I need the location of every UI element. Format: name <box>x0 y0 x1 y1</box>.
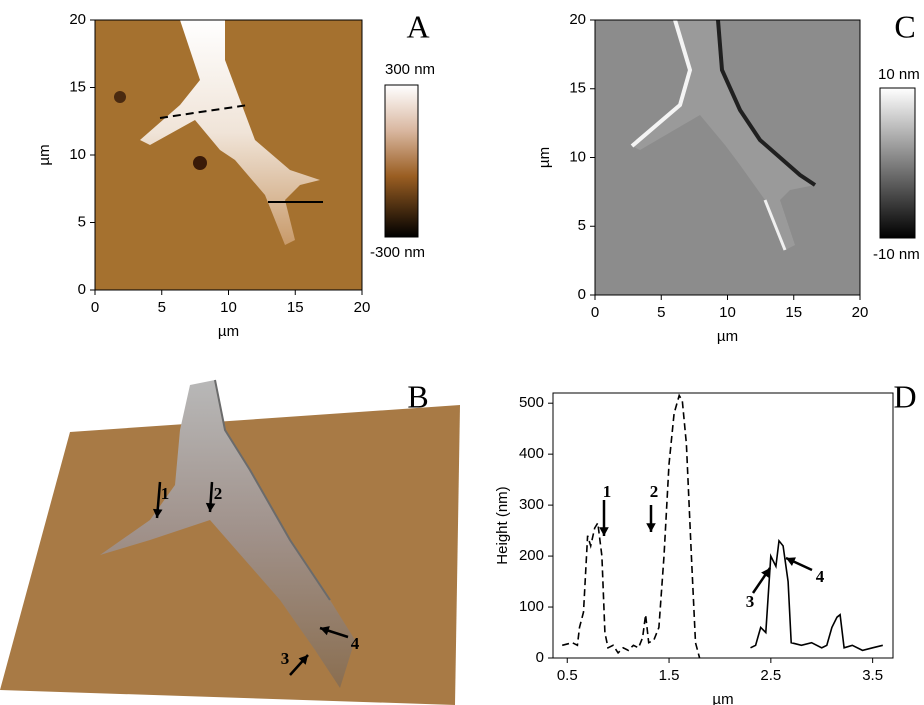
panel-letter: A <box>406 8 429 44</box>
y-tick-label: 20 <box>69 11 86 28</box>
x-axis-label: µm <box>717 328 738 345</box>
x-tick-label: 0 <box>91 299 99 316</box>
y-tick-label: 15 <box>69 78 86 95</box>
annotation-label: 2 <box>214 484 223 503</box>
y-tick-label: 0 <box>78 281 86 298</box>
data-line <box>751 541 883 651</box>
y-tick-label: 20 <box>569 11 586 28</box>
x-tick-label: 0.5 <box>557 667 578 684</box>
annotation-label: 3 <box>281 649 290 668</box>
y-tick-label: 15 <box>569 80 586 97</box>
y-axis-label: µm <box>36 144 53 165</box>
x-tick-label: 15 <box>287 299 304 316</box>
y-axis-label: µm <box>536 147 553 168</box>
x-tick-label: 15 <box>785 304 802 321</box>
annotation-label: 4 <box>351 634 360 653</box>
annotation-label: 3 <box>746 592 755 611</box>
y-axis-label: Height (nm) <box>494 486 511 564</box>
y-tick-label: 5 <box>78 213 86 230</box>
colorbar-label: 10 nm <box>878 66 920 83</box>
x-tick-label: 20 <box>852 304 869 321</box>
y-tick-label: 10 <box>69 146 86 163</box>
x-tick-label: 1.5 <box>659 667 680 684</box>
x-tick-label: 10 <box>719 304 736 321</box>
afm-deflection-image <box>595 20 915 295</box>
figure: 0510152005101520µmµm300 nm-300 nmA051015… <box>0 0 924 705</box>
x-axis-label: µm <box>218 323 239 340</box>
y-tick-label: 400 <box>519 445 544 462</box>
y-tick-label: 100 <box>519 598 544 615</box>
y-tick-label: 0 <box>578 286 586 303</box>
annotation-label: 1 <box>161 484 170 503</box>
y-tick-label: 5 <box>578 217 586 234</box>
y-tick-label: 200 <box>519 547 544 564</box>
data-line <box>562 396 699 659</box>
panel-letter: B <box>407 378 428 414</box>
x-tick-label: 20 <box>354 299 371 316</box>
y-tick-label: 10 <box>569 148 586 165</box>
arrow-head <box>599 527 609 536</box>
x-tick-label: 3.5 <box>862 667 883 684</box>
panel-letter: C <box>894 8 915 44</box>
x-tick-label: 5 <box>158 299 166 316</box>
x-tick-label: 5 <box>657 304 665 321</box>
page: {"chart_data": [ {"type": "image", "pane… <box>0 0 924 705</box>
x-tick-label: 0 <box>591 304 599 321</box>
annotation-label: 4 <box>816 567 825 586</box>
panel-letter: D <box>893 378 916 414</box>
arrow-head <box>646 523 656 532</box>
x-tick-label: 10 <box>220 299 237 316</box>
y-tick-label: 500 <box>519 394 544 411</box>
y-tick-label: 0 <box>536 649 544 666</box>
colorbar-label: -300 nm <box>370 244 425 261</box>
colorbar-label: -10 nm <box>873 246 920 263</box>
x-axis-label: µm <box>712 691 733 705</box>
afm-3d-surface <box>0 380 460 705</box>
annotation-label: 2 <box>650 482 659 501</box>
colorbar-label: 300 nm <box>385 61 435 78</box>
annotation-label: 1 <box>603 482 612 501</box>
y-tick-label: 300 <box>519 496 544 513</box>
x-tick-label: 2.5 <box>760 667 781 684</box>
